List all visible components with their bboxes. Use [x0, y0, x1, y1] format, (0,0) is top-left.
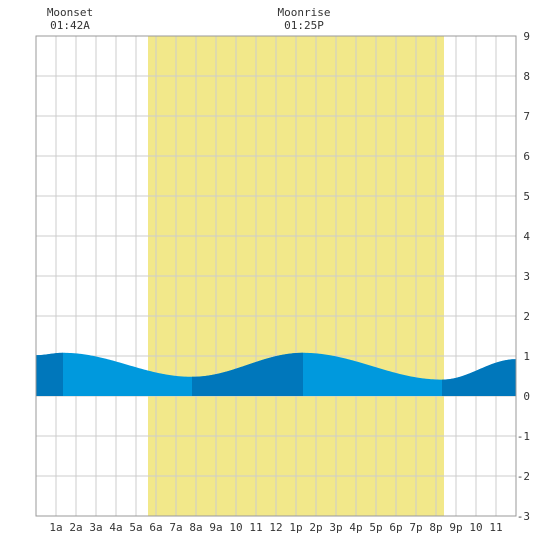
x-tick-label: 4a: [109, 521, 122, 534]
x-tick-label: 11: [489, 521, 502, 534]
y-tick-label: 2: [523, 310, 530, 323]
x-tick-label: 7p: [409, 521, 422, 534]
y-tick-label: -2: [517, 470, 530, 483]
y-tick-label: 4: [523, 230, 530, 243]
y-tick-label: 8: [523, 70, 530, 83]
x-tick-label: 9p: [449, 521, 462, 534]
moon-event-label: Moonset: [47, 6, 93, 19]
x-tick-label: 8p: [429, 521, 442, 534]
x-tick-label: 4p: [349, 521, 362, 534]
x-tick-label: 10: [469, 521, 482, 534]
y-tick-label: 6: [523, 150, 530, 163]
x-tick-label: 5a: [129, 521, 142, 534]
moon-event-label: Moonrise: [278, 6, 331, 19]
x-tick-label: 6a: [149, 521, 162, 534]
x-tick-label: 12: [269, 521, 282, 534]
tide-area-band: [192, 352, 303, 396]
y-tick-label: 3: [523, 270, 530, 283]
y-tick-label: 5: [523, 190, 530, 203]
plot-frame: [35, 35, 517, 517]
x-tick-label: 1a: [49, 521, 62, 534]
x-tick-label: 5p: [369, 521, 382, 534]
x-tick-label: 1p: [289, 521, 302, 534]
y-tick-label: -3: [517, 510, 530, 523]
x-tick-label: 2p: [309, 521, 322, 534]
y-tick-label: 7: [523, 110, 530, 123]
x-tick-label: 9a: [209, 521, 222, 534]
x-tick-label: 7a: [169, 521, 182, 534]
tide-area-band: [36, 352, 63, 396]
x-tick-label: 8a: [189, 521, 202, 534]
moon-event-time: 01:42A: [50, 19, 90, 32]
x-tick-label: 6p: [389, 521, 402, 534]
y-tick-label: -1: [517, 430, 530, 443]
tide-area-band: [442, 359, 516, 396]
y-tick-label: 9: [523, 30, 530, 43]
y-tick-label: 0: [523, 390, 530, 403]
x-tick-label: 2a: [69, 521, 82, 534]
moon-event-time: 01:25P: [284, 19, 324, 32]
y-tick-label: 1: [523, 350, 530, 363]
x-tick-label: 11: [249, 521, 262, 534]
x-tick-label: 3p: [329, 521, 342, 534]
x-tick-label: 3a: [89, 521, 102, 534]
x-tick-label: 10: [229, 521, 242, 534]
